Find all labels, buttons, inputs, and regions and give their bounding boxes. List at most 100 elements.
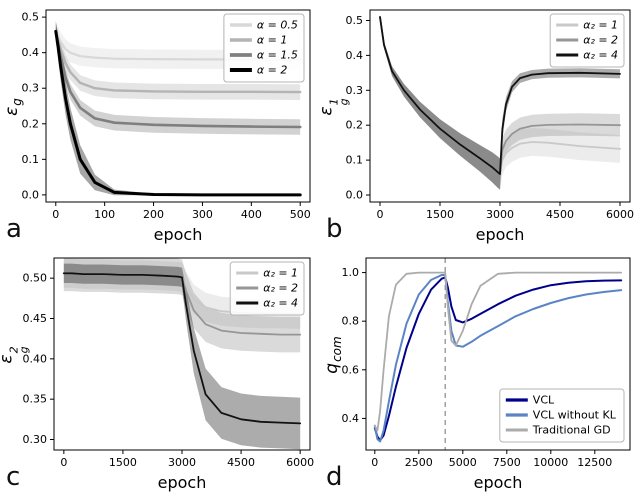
x-tick-label: 300 [192, 208, 213, 221]
x-tick-label: 2500 [405, 456, 433, 469]
panel-letter-c: c [6, 462, 21, 492]
x-tick-label: 1500 [426, 208, 454, 221]
x-tick-label: 3000 [486, 208, 514, 221]
legend-label: α₂ = 1 [263, 267, 298, 280]
x-tick-label: 0 [52, 208, 59, 221]
panel-letter-a: a [6, 214, 22, 244]
y-tick-label: 1.0 [342, 266, 360, 279]
panel-letter-b: b [326, 214, 343, 244]
legend: α = 0.5 α = 1 α = 1.5 α = 2 [223, 13, 305, 83]
panel-c: 0 1500 3000 4500 6000 0.30 0.35 0.40 0.45 0.50 epo… [0, 248, 320, 496]
y-label-subscript: g [337, 98, 351, 106]
panel-d: 0 2500 5000 7500 10000 12500 0.4 0.6 0.8 1.0 epoch… [320, 248, 640, 496]
y-tick-label: 0.2 [22, 117, 40, 130]
x-tick-label: 400 [241, 208, 262, 221]
panel-a: 0 100 200 300 400 500 0.0 0.1 0.2 0.3 0.4 0.5 epoch α… [0, 0, 320, 248]
x-tick-label: 7500 [493, 456, 521, 469]
y-label-subscript: g [10, 97, 25, 106]
y-tick-label: 0.30 [23, 433, 48, 446]
y-tick-label: 0.5 [22, 11, 40, 24]
y-tick-label: 0.4 [346, 49, 364, 62]
uncertainty-band [55, 23, 301, 135]
y-label-base: ε [316, 106, 337, 116]
y-tick-label: 0.5 [346, 14, 364, 27]
y-tick-label: 0.0 [22, 188, 40, 201]
legend: VCL VCL without KL Traditional GD [499, 388, 625, 443]
x-tick-label: 0 [60, 456, 67, 469]
x-tick-label: 5000 [449, 456, 477, 469]
series-line [62, 272, 302, 425]
x-tick-label: 1500 [109, 456, 137, 469]
y-tick-label: 0.6 [342, 363, 360, 376]
y-tick-label: 0.2 [346, 119, 364, 132]
y-label-base: ε [0, 354, 17, 363]
y-tick-label: 0.45 [23, 312, 48, 325]
series-line [373, 271, 623, 432]
x-axis-label: epoch [154, 225, 203, 244]
series-line [373, 276, 623, 442]
x-axis-label: epoch [158, 473, 207, 492]
chart-a: 0 100 200 300 400 500 0.0 0.1 0.2 0.3 0.4 0.5 epoch α… [22, 9, 311, 244]
legend-label: VCL without KL [533, 409, 617, 422]
panel-b: 0 1500 3000 4500 6000 0.0 0.1 0.2 0.3 0.4 0.5 epoch… [316, 0, 640, 248]
x-axis-label: epoch [474, 473, 523, 492]
x-axis-label: epoch [476, 225, 525, 244]
plot-border [45, 9, 311, 203]
legend-label: Traditional GD [532, 424, 611, 437]
legend: α₂ = 1 α₂ = 2 α₂ = 4 [229, 261, 305, 316]
series-line [54, 29, 302, 197]
chart-b: 0 1500 3000 4500 6000 0.0 0.1 0.2 0.3 0.4 0.5 epoch… [346, 9, 634, 244]
legend-label: α = 2 [257, 64, 287, 77]
y-tick-label: 0.8 [342, 315, 360, 328]
x-tick-label: 0 [371, 456, 378, 469]
legend-box [223, 13, 305, 83]
y-label-subscript: com [330, 335, 345, 362]
uncertainty-band [380, 14, 620, 190]
x-tick-label: 6000 [606, 208, 634, 221]
x-tick-label: 10000 [533, 456, 568, 469]
chart-d: 0 2500 5000 7500 10000 12500 0.4 0.6 0.8 1.0 epoch… [342, 257, 631, 492]
x-tick-label: 100 [94, 208, 115, 221]
x-tick-label: 500 [290, 208, 311, 221]
legend-box [499, 388, 625, 443]
y-tick-label: 0.35 [23, 393, 48, 406]
y-tick-label: 0.1 [22, 153, 40, 166]
y-tick-label: 0.50 [23, 272, 48, 285]
legend-label: α = 0.5 [257, 19, 298, 32]
x-tick-label: 200 [143, 208, 164, 221]
x-tick-label: 0 [377, 208, 384, 221]
legend-label: α₂ = 2 [263, 282, 298, 295]
y-axis-label-d: qcom [322, 336, 344, 373]
uncertainty-band [63, 263, 301, 450]
y-axis-label-a: εg [2, 98, 24, 116]
legend-label: α₂ = 1 [583, 19, 618, 32]
y-tick-label: 0.0 [346, 189, 364, 202]
x-tick-label: 4500 [546, 208, 574, 221]
y-tick-label: 0.1 [346, 154, 364, 167]
legend-label: α = 1 [257, 34, 287, 47]
series-line [379, 16, 621, 176]
x-tick-label: 12500 [577, 456, 612, 469]
y-label-base: q [321, 362, 342, 374]
y-tick-label: 0.4 [22, 46, 40, 59]
y-label-base: ε [1, 106, 22, 116]
legend-label: α₂ = 4 [263, 297, 298, 310]
x-tick-label: 4500 [227, 456, 255, 469]
legend-label: VCL [533, 394, 555, 407]
x-tick-label: 3000 [168, 456, 196, 469]
y-tick-label: 0.4 [342, 412, 360, 425]
chart-c: 0 1500 3000 4500 6000 0.30 0.35 0.40 0.45 0.50 epo… [23, 257, 314, 492]
legend-label: α₂ = 4 [583, 49, 618, 62]
uncertainty-band [63, 258, 301, 353]
y-axis-label-c: ε2g [0, 346, 31, 363]
y-tick-label: 0.40 [23, 352, 48, 365]
x-tick-label: 6000 [286, 456, 314, 469]
plot-border [365, 257, 631, 451]
panel-letter-d: d [326, 462, 343, 492]
y-tick-label: 0.3 [22, 82, 40, 95]
y-tick-label: 0.3 [346, 84, 364, 97]
legend-label: α₂ = 2 [583, 34, 618, 47]
